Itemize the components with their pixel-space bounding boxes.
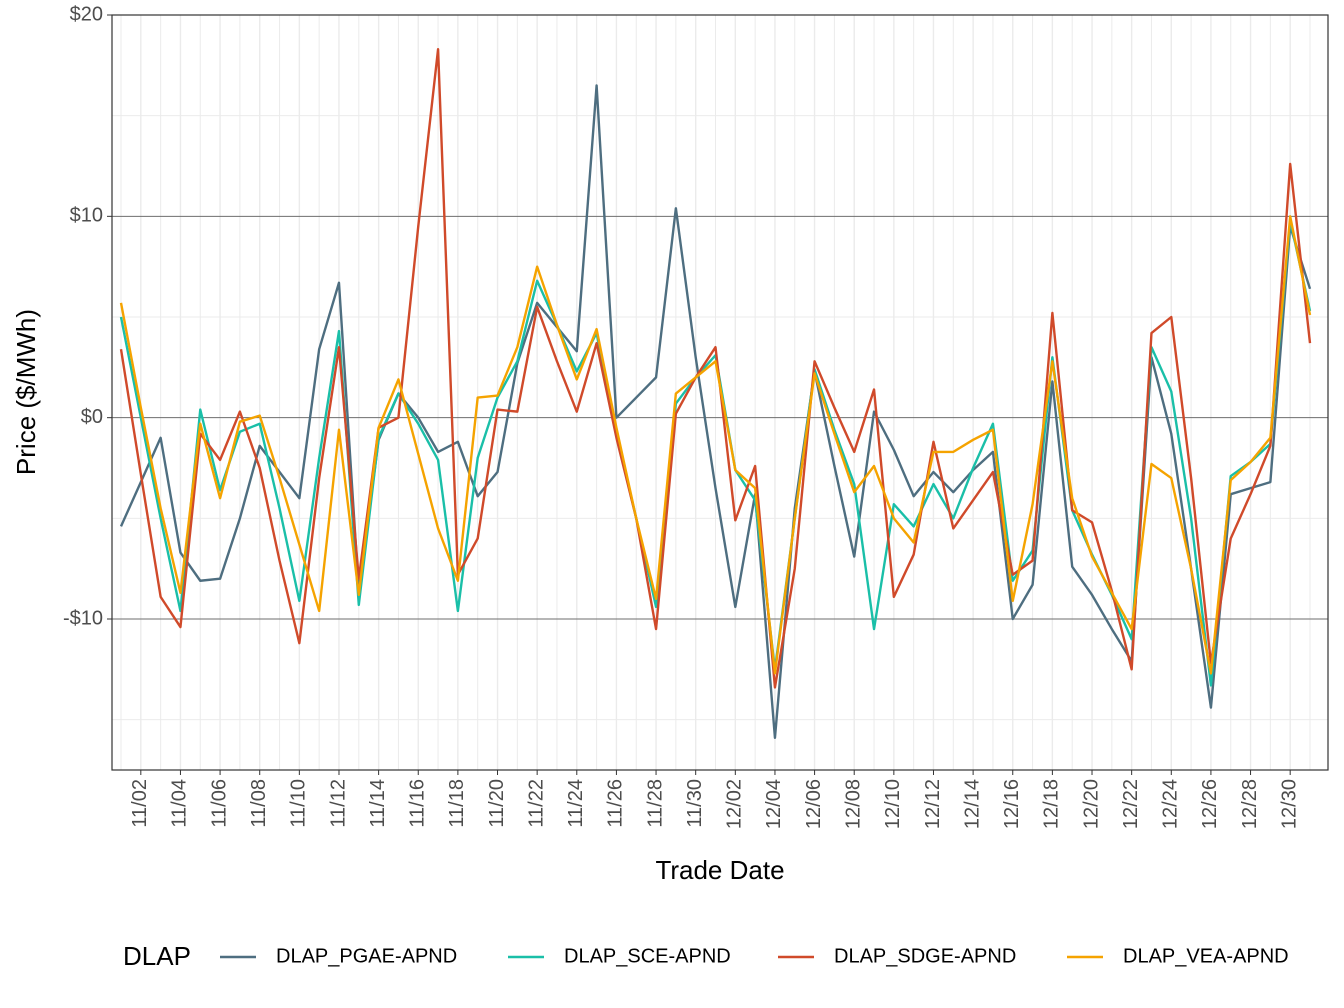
x-tick-label: 12/14 [961, 779, 983, 829]
x-tick-label: 11/06 [208, 779, 230, 828]
x-tick-label: 12/20 [1080, 779, 1102, 829]
x-tick-label: 12/30 [1278, 779, 1300, 829]
x-tick-label: 12/02 [724, 779, 746, 829]
y-tick-label: -$10 [63, 607, 103, 629]
x-tick-label: 12/08 [842, 779, 864, 829]
x-tick-label: 12/26 [1199, 779, 1221, 829]
x-tick-label: 11/10 [288, 779, 310, 828]
x-tick-label: 11/26 [605, 779, 627, 828]
y-tick-label: $20 [70, 3, 103, 25]
x-tick-label: 12/06 [803, 779, 825, 829]
x-tick-label: 11/14 [367, 779, 389, 828]
x-tick-label: 12/12 [922, 779, 944, 829]
x-tick-label: 11/20 [486, 779, 508, 828]
x-tick-label: 12/18 [1041, 779, 1063, 829]
series-line [119, 84, 1312, 739]
legend-label: DLAP_VEA-APND [1123, 945, 1289, 967]
x-tick-label: 11/16 [407, 779, 429, 828]
x-tick-label: 11/08 [248, 779, 270, 828]
x-axis-title: Trade Date [655, 855, 784, 885]
y-axis-title: Price ($/MWh) [11, 309, 41, 475]
legend-label: DLAP_SCE-APND [564, 945, 731, 967]
x-tick-label: 11/30 [684, 779, 706, 828]
x-tick-label: 11/24 [565, 779, 587, 828]
legend-label: DLAP_SDGE-APND [834, 945, 1016, 967]
x-tick-label: 11/02 [129, 779, 151, 828]
y-tick-label: $10 [70, 205, 103, 227]
panel-border [111, 14, 1329, 771]
legend-label: DLAP_PGAE-APND [276, 945, 457, 967]
x-tick-label: 12/28 [1239, 779, 1261, 829]
x-tick-label: 12/24 [1160, 779, 1182, 829]
legend-title: DLAP [123, 941, 191, 971]
y-tick-label: $0 [81, 406, 103, 428]
x-tick-label: 12/16 [1001, 779, 1023, 829]
x-tick-label: 11/18 [446, 779, 468, 828]
x-tick-label: 11/22 [525, 779, 547, 828]
x-tick-label: 12/22 [1120, 779, 1142, 829]
x-tick-label: 11/04 [169, 779, 191, 828]
x-tick-label: 11/12 [327, 779, 349, 828]
x-tick-label: 12/10 [882, 779, 904, 829]
series-line [119, 215, 1312, 675]
x-tick-label: 12/04 [763, 779, 785, 829]
x-tick-label: 11/28 [644, 779, 666, 828]
